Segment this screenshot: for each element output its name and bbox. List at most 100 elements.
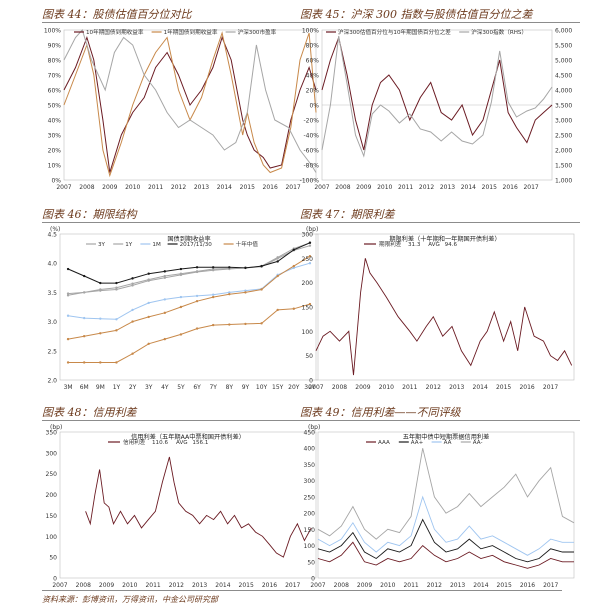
- panel-title: 图表 44：股债估值百分位对比: [42, 8, 192, 21]
- series-point: [179, 267, 183, 271]
- chart-title: 信用利差（五年期AA中票和国开债利差）: [131, 433, 245, 441]
- y2-tick-label: 4,000: [555, 88, 572, 95]
- y-tick-label: 2.0: [47, 378, 57, 385]
- series-point: [276, 257, 279, 260]
- x-tick-label: 3Y: [145, 384, 153, 391]
- series-line: [63, 31, 317, 178]
- x-tick-label: 15Y: [272, 384, 284, 391]
- y-tick-label: 40%: [306, 73, 320, 80]
- x-tick-label: 2008: [334, 582, 349, 589]
- title-rule: [42, 22, 322, 23]
- series-line: [68, 255, 311, 340]
- series-point: [211, 267, 215, 271]
- series-line: [68, 245, 311, 296]
- y-tick-label: 60%: [48, 88, 62, 95]
- legend-label: 94.6: [445, 242, 458, 248]
- series-point: [195, 270, 199, 273]
- series-point: [115, 318, 118, 321]
- y-tick-label: 60%: [306, 58, 320, 65]
- series-point: [66, 292, 70, 295]
- legend-label: 2017/11/30: [180, 242, 213, 248]
- y-tick-label: 20%: [48, 148, 62, 155]
- panel-hs300-diff: 图表 45：沪深 300 指数与股债估值百分位之差 -100% -80% -60% -…: [300, 6, 580, 196]
- series-point: [292, 248, 296, 251]
- x-tick-label: 2012: [426, 384, 441, 391]
- y-axis-unit: (bp): [306, 226, 318, 233]
- x-tick-label: 8Y: [226, 384, 234, 391]
- y-tick-label: 0%: [309, 103, 319, 110]
- x-tick-label: 2011: [148, 184, 163, 191]
- x-tick-label: 2013: [194, 184, 209, 191]
- series-point: [131, 320, 134, 323]
- y-tick-label: 30%: [48, 133, 62, 140]
- series-point: [195, 294, 199, 298]
- x-tick-label: 1Y: [113, 384, 121, 391]
- x-tick-label: 9Y: [242, 384, 250, 391]
- panel-term-spread: 图表 47：期限利差 0 50 100 150 200 250 300 2007 2008 200…: [300, 206, 580, 396]
- panel-title: 图表 48：信用利差: [42, 406, 137, 419]
- x-tick-label: 2016: [263, 184, 278, 191]
- source-rule: [42, 590, 562, 591]
- legend-label: 3Y: [98, 242, 106, 248]
- panel-title: 图表 45：沪深 300 指数与股债估值百分位之差: [300, 8, 533, 21]
- y-tick-label: 0: [311, 576, 315, 583]
- legend-label: AA-: [473, 440, 483, 446]
- chart-valuation: 0% 10% 20% 30% 40% 50% 60% 70% 80% 90% 100% 2007 200…: [44, 28, 317, 191]
- y-tick-label: 40%: [48, 118, 62, 125]
- series-point: [228, 292, 231, 296]
- x-tick-label: 2017: [285, 582, 300, 589]
- x-tick-label: 2009: [357, 582, 372, 589]
- series-point: [244, 322, 247, 326]
- series-point: [195, 299, 199, 303]
- y-tick-label: 200: [46, 492, 58, 499]
- x-tick-label: 2015: [240, 184, 255, 191]
- y-tick-label: 4.0: [47, 261, 57, 268]
- panel-title: 图表 47：期限利差: [300, 208, 395, 221]
- legend-label: AA+: [411, 440, 424, 446]
- x-tick-label: 2016: [503, 184, 518, 191]
- legend-label: 沪深300估值百分位与10年期国债百分位之差: [338, 28, 451, 36]
- x-tick-label: 2008: [335, 184, 350, 191]
- y-tick-label: 50: [305, 353, 313, 360]
- series-point: [99, 288, 102, 291]
- series-point: [292, 264, 296, 268]
- y-tick-label: 250: [46, 471, 58, 478]
- y-tick-label: 300: [46, 450, 58, 457]
- y-tick-label: 100%: [44, 28, 61, 35]
- y-tick-label: 100: [46, 534, 58, 541]
- y2-tick-label: 3,000: [555, 118, 572, 125]
- y-tick-label: 50: [307, 559, 315, 566]
- series-point: [163, 276, 167, 279]
- x-tick-label: 2012: [427, 582, 442, 589]
- series-point: [147, 315, 150, 319]
- x-tick-label: 2013: [440, 184, 455, 191]
- x-tick-label: 2011: [402, 384, 417, 391]
- series-line: [317, 448, 575, 540]
- series-line: [67, 242, 311, 284]
- x-tick-label: 5Y: [177, 384, 185, 391]
- series-point: [308, 244, 312, 247]
- y-tick-label: 0%: [51, 178, 61, 185]
- series-point: [211, 293, 215, 296]
- x-tick-label: 10Y: [256, 384, 268, 391]
- x-tick-label: 2016: [520, 582, 535, 589]
- x-tick-label: 2009: [355, 384, 370, 391]
- chart-hs300-diff: -100% -80% -60% -40% -20% 0% 20% 40% 60% 80% 100% 1…: [300, 28, 573, 192]
- y-tick-label: 250: [304, 494, 316, 501]
- x-tick-label: 2017: [543, 582, 558, 589]
- x-tick-label: 30Y: [304, 384, 316, 391]
- series-point: [115, 288, 118, 291]
- y-tick-label: 350: [46, 430, 58, 437]
- y-axis-unit: (bp): [308, 424, 320, 431]
- series-line: [317, 495, 574, 556]
- plot-frame: [59, 431, 317, 579]
- x-tick-label: 2007: [314, 184, 329, 191]
- series-point: [66, 361, 70, 364]
- series-point: [211, 266, 215, 269]
- chart-title: 国债到期收益率: [167, 235, 210, 243]
- x-tick-label: 2012: [171, 184, 186, 191]
- panel-credit-rating: 图表 49：信用利差——不同评级 0 50 100 150 200 250 300 350 40…: [300, 404, 580, 594]
- panel-title: 图表 49：信用利差——不同评级: [300, 406, 461, 419]
- panel-title: 图表 46：期限结构: [42, 208, 137, 221]
- series-point: [115, 361, 118, 364]
